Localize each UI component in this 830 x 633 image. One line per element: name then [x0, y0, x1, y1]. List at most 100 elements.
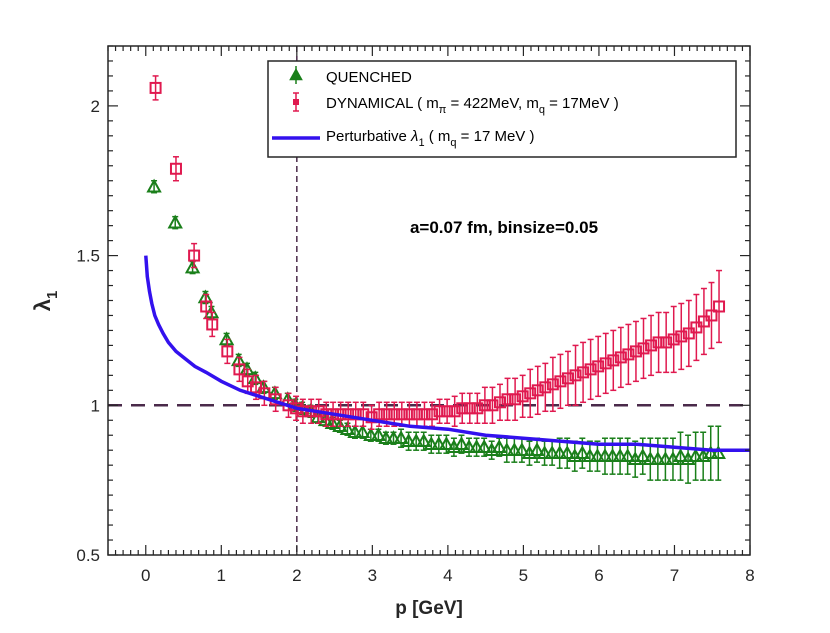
dynamical-point	[388, 408, 401, 421]
quenched-point	[287, 397, 304, 412]
quenched-point	[582, 448, 598, 462]
dynamical-point	[531, 384, 544, 397]
quenched-point	[491, 439, 507, 454]
x-tick-label: 4	[443, 566, 452, 585]
quenched-point	[687, 448, 704, 462]
quenched-point	[657, 451, 674, 465]
quenched-point	[393, 430, 409, 445]
y-axis-subscript: 1	[44, 291, 61, 299]
y-tick-label: 2	[91, 97, 100, 116]
dynamical-point	[463, 402, 476, 415]
quenched-point	[354, 424, 371, 439]
quenched-point	[544, 445, 560, 459]
quenched-point	[710, 445, 726, 459]
dynamical-point	[169, 162, 182, 175]
quenched-point	[597, 448, 613, 462]
dynamical-point	[584, 363, 597, 376]
x-tick-label: 1	[217, 566, 226, 585]
dynamical-point	[188, 249, 201, 262]
dynamical-point	[403, 408, 416, 421]
legend-marker-quenched	[289, 67, 303, 81]
dynamical-point	[206, 318, 219, 331]
x-tick-label: 5	[519, 566, 528, 585]
quenched-point	[559, 445, 575, 459]
quenched-point	[363, 427, 379, 442]
dynamical-point	[486, 399, 499, 412]
quenched-point	[339, 421, 356, 436]
tick-labels: 0 1 2 3 4 5 6 7 8 0.5 1 1.5 2	[76, 97, 754, 585]
axes-frame	[107, 45, 751, 556]
dynamical-point	[705, 309, 718, 322]
legend-entry-perturbative: Perturbative λ1 ( mq = 17 MeV )	[326, 128, 534, 149]
y-axis-symbol: λ	[30, 299, 55, 311]
dynamical-point	[418, 408, 431, 421]
quenched-point	[431, 436, 447, 451]
quenched-point	[146, 178, 162, 193]
dynamical-point	[471, 402, 484, 415]
legend: QUENCHED DYNAMICAL ( mπ = 422MeV, mq = 1…	[267, 60, 737, 158]
quenched-point	[635, 448, 651, 462]
quenched-point	[604, 448, 621, 462]
dynamical-point	[221, 345, 234, 358]
dynamical-point	[516, 390, 529, 403]
quenched-point	[385, 430, 402, 445]
quenched-point	[650, 451, 666, 465]
dynamical-point	[433, 405, 446, 418]
quenched-point	[589, 448, 606, 462]
dynamical-point	[561, 372, 574, 385]
x-tick-label: 3	[368, 566, 377, 585]
quenched-point	[378, 430, 394, 445]
quenched-point	[324, 415, 341, 430]
dynamical-point	[599, 357, 612, 370]
dynamical-point	[448, 405, 461, 418]
svg-text:λ1: λ1	[30, 291, 61, 312]
legend-marker-dynamical	[293, 99, 299, 105]
x-tick-label: 2	[292, 566, 301, 585]
quenched-point	[468, 439, 485, 454]
dynamical-point	[395, 408, 408, 421]
quenched-point	[642, 451, 659, 465]
dynamical-point	[233, 363, 246, 376]
quenched-point	[370, 427, 387, 442]
quenched-point	[416, 433, 432, 448]
dynamical-point	[614, 351, 627, 364]
quenched-point	[506, 442, 523, 457]
dynamical-point	[524, 387, 537, 400]
dynamical-point	[539, 381, 552, 394]
dynamical-point	[629, 345, 642, 358]
dynamical-point	[373, 408, 386, 421]
legend-entry-quenched: QUENCHED	[326, 69, 412, 86]
dynamical-point	[577, 366, 590, 379]
dynamical-point	[645, 339, 658, 352]
legend-box	[267, 60, 737, 158]
series-dynamical	[149, 75, 726, 430]
dynamical-point	[667, 333, 680, 346]
x-tick-label: 0	[141, 566, 150, 585]
dynamical-point	[622, 348, 635, 361]
dynamical-point	[509, 393, 522, 406]
dynamical-point	[149, 81, 162, 94]
quenched-point	[408, 433, 424, 448]
dynamical-point	[456, 402, 469, 415]
y-tick-label: 0.5	[76, 546, 100, 565]
legend-markers	[272, 66, 320, 140]
dynamical-point	[200, 300, 213, 313]
quenched-point	[499, 442, 515, 457]
quenched-point	[438, 436, 455, 451]
dynamical-point	[365, 411, 378, 424]
dynamical-point	[493, 396, 506, 409]
y-tick-label: 1	[91, 396, 100, 415]
dynamical-point	[478, 399, 491, 412]
dynamical-point	[607, 354, 620, 367]
annotation-text: a=0.07 fm, binsize=0.05	[410, 218, 598, 237]
dynamical-point	[713, 300, 726, 313]
perturbative-curve	[144, 255, 750, 452]
dynamical-point	[660, 336, 673, 349]
dynamical-point	[501, 393, 514, 406]
quenched-point	[476, 439, 492, 454]
dynamical-point	[380, 408, 393, 421]
quenched-point	[612, 448, 628, 462]
quenched-point	[347, 424, 363, 439]
quenched-point	[400, 433, 417, 448]
dynamical-point	[637, 342, 650, 355]
